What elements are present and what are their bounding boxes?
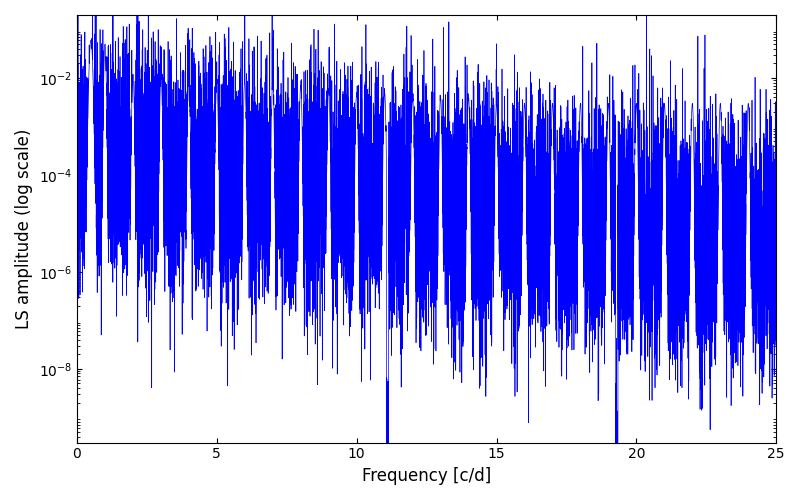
X-axis label: Frequency [c/d]: Frequency [c/d] (362, 467, 491, 485)
Y-axis label: LS amplitude (log scale): LS amplitude (log scale) (15, 128, 33, 329)
